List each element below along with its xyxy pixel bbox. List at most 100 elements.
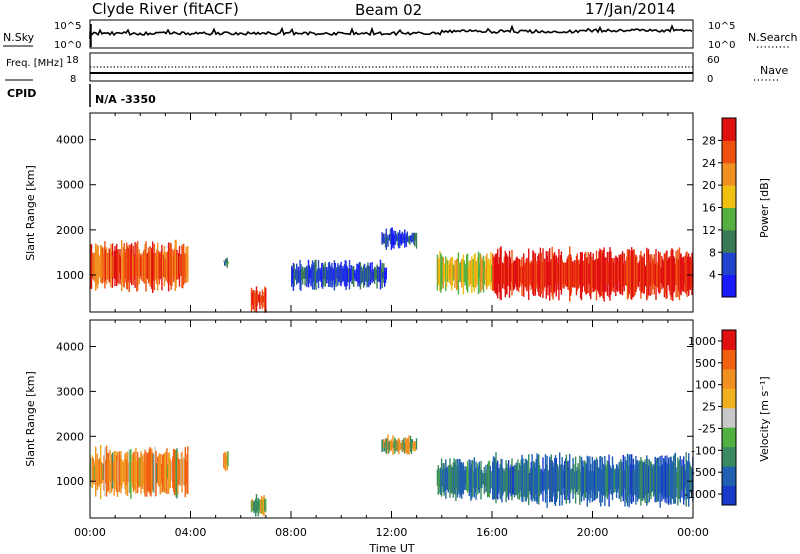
echo-cell xyxy=(307,259,310,288)
echo-cell xyxy=(185,246,187,283)
echo-cell xyxy=(516,256,518,291)
echo-cell xyxy=(585,462,587,498)
echo-cell xyxy=(141,455,144,489)
echo-cell xyxy=(140,256,142,276)
echo-cell xyxy=(145,461,147,483)
echo-cell xyxy=(525,259,527,290)
colorbar-swatch xyxy=(722,466,736,487)
echo-cell xyxy=(126,245,129,290)
echo-cell xyxy=(442,463,444,493)
echo-cell xyxy=(677,259,680,292)
echo-cell xyxy=(445,467,448,490)
echo-cell xyxy=(439,251,441,292)
echo-cell xyxy=(176,448,178,499)
echo-cell xyxy=(152,452,154,490)
echo-cell xyxy=(601,253,604,292)
echo-cell xyxy=(155,450,157,496)
echo-cell xyxy=(667,457,670,505)
echo-cell xyxy=(528,248,530,300)
echo-cell xyxy=(385,228,387,250)
echo-cell xyxy=(544,454,547,503)
echo-cell xyxy=(660,466,662,494)
echo-cell xyxy=(460,462,462,496)
colorbar-tick-label: 500 xyxy=(695,357,716,370)
colorbar-frame xyxy=(721,329,737,506)
echo-cell xyxy=(681,459,683,498)
echo-cell xyxy=(482,473,485,485)
echo-cell xyxy=(548,262,550,286)
echo-cell xyxy=(633,249,635,296)
echo-cell xyxy=(349,268,351,282)
echo-cell xyxy=(380,268,382,280)
echo-cell xyxy=(614,468,616,493)
echo-cell xyxy=(652,467,654,491)
echo-cell xyxy=(335,266,337,287)
echo-cell xyxy=(95,460,98,485)
echo-cell xyxy=(291,267,294,284)
echo-cell xyxy=(654,263,656,286)
echo-cell xyxy=(500,458,502,500)
echo-cell xyxy=(183,459,186,486)
echo-cell xyxy=(110,454,113,493)
echo-cell xyxy=(407,237,409,242)
echo-cell xyxy=(518,470,520,493)
echo-cell xyxy=(135,448,137,494)
echo-cell xyxy=(523,465,525,497)
echo-cell xyxy=(519,465,521,491)
echo-cell xyxy=(119,249,121,285)
echo-cell xyxy=(609,247,611,301)
echo-cell xyxy=(109,449,111,494)
echo-cell xyxy=(168,452,171,489)
echo-cell xyxy=(174,239,176,291)
echo-cell xyxy=(393,230,395,249)
echo-cell xyxy=(184,447,186,498)
colorbar-swatch xyxy=(722,207,736,231)
echo-cell xyxy=(685,252,687,294)
echo-cell xyxy=(472,258,475,288)
echo-cell xyxy=(458,459,460,495)
echo-cell xyxy=(669,256,671,296)
echo-cell xyxy=(516,465,518,496)
power-colorbar-label: Power [dB] xyxy=(758,178,771,238)
echo-cell xyxy=(573,262,575,288)
echo-cell xyxy=(93,252,95,281)
echo-cell xyxy=(660,267,662,283)
echo-cell xyxy=(392,435,394,455)
echo-cell xyxy=(656,458,658,502)
colorbar-swatch xyxy=(722,118,736,141)
echo-cell xyxy=(596,259,599,290)
echo-cell xyxy=(96,453,99,490)
echo-cell xyxy=(121,459,123,489)
echo-cell xyxy=(361,267,363,283)
echo-cell xyxy=(498,257,501,293)
echo-cell xyxy=(112,256,114,277)
echo-cell xyxy=(93,460,95,485)
echo-cell xyxy=(541,262,543,290)
echo-cell xyxy=(474,253,476,288)
colorbar-swatch xyxy=(722,140,736,164)
echo-cell xyxy=(116,455,118,492)
echo-cell xyxy=(591,259,594,288)
echo-cell xyxy=(147,452,150,492)
echo-cell xyxy=(475,260,477,288)
echo-cell xyxy=(652,258,654,290)
echo-cell xyxy=(450,464,452,494)
echo-cell xyxy=(550,454,552,502)
echo-cell xyxy=(337,263,339,286)
colorbar-tick-label: -1000 xyxy=(684,488,716,501)
echo-cell xyxy=(531,454,533,502)
echo-cell xyxy=(637,463,640,499)
echo-cell xyxy=(356,263,358,282)
echo-cell xyxy=(507,467,509,496)
echo-cell xyxy=(91,253,94,280)
echo-cell xyxy=(456,259,458,291)
echo-cell xyxy=(388,237,390,240)
echo-cell xyxy=(554,455,557,506)
echo-cell xyxy=(132,452,135,493)
echo-cell xyxy=(485,464,487,493)
echo-cell xyxy=(127,462,130,483)
echo-cell xyxy=(414,232,416,247)
colorbar-tick-label: 100 xyxy=(695,379,716,392)
echo-cell xyxy=(161,463,163,484)
